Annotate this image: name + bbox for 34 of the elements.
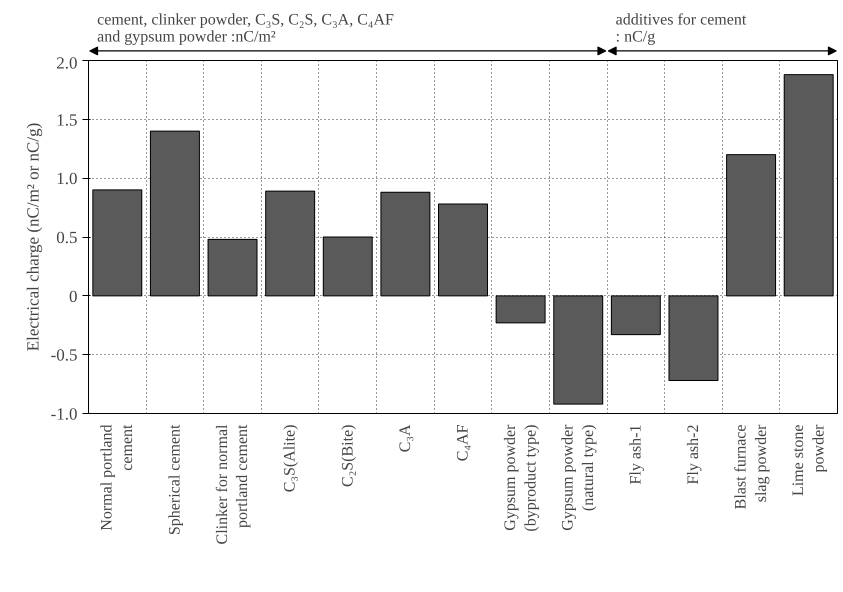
- y-tick-label: 1.5: [56, 110, 78, 130]
- bar: [380, 192, 430, 296]
- bar: [92, 189, 142, 296]
- bar: [208, 238, 258, 296]
- y-tick-label: 2.0: [56, 54, 78, 72]
- bar: [726, 154, 776, 296]
- y-tick-label: -1.0: [50, 404, 78, 424]
- x-tick-label: Blast furnace slag powder: [732, 424, 770, 510]
- y-tick-label: 0: [69, 286, 78, 306]
- bar: [784, 74, 834, 296]
- x-tick-label: C₄AF: [454, 424, 472, 462]
- y-tick-label: -0.5: [50, 346, 78, 365]
- bar: [150, 130, 200, 296]
- x-tick-label: Lime stone powder: [790, 424, 828, 496]
- x-tick-label: Gypsum powder (natural type): [560, 424, 597, 531]
- bar: [322, 236, 373, 296]
- y-axis-title: Electrical charge (nC/m² or nC/g): [24, 122, 43, 352]
- bar: [438, 204, 488, 296]
- x-tick-label: Fly ash-1: [627, 424, 644, 484]
- text: cement, clinker powder, C₃S, C₂S, C₃A, C₄AF and gypsum powder :nC/m²: [97, 11, 394, 46]
- y-tick-label: 0.5: [56, 228, 78, 247]
- x-tick-label: Normal portland cement: [98, 424, 136, 531]
- x-tick-label: C₃S(Alite): [282, 424, 299, 492]
- y-tick-label: 1.0: [56, 169, 78, 188]
- x-tick-label: C₃A: [396, 424, 414, 452]
- bar: [610, 295, 661, 336]
- bar: [265, 190, 316, 296]
- x-tick-label: Gypsum powder (byproduct type): [502, 424, 540, 532]
- x-tick-label: C₂S(Bite): [339, 424, 356, 487]
- text: additives for cement : nC/g: [616, 11, 747, 46]
- x-tick-label: Clinker for normal portland cement: [214, 424, 252, 544]
- x-tick-label: Fly ash-2: [684, 424, 702, 484]
- x-tick-label: Spherical cement: [166, 424, 184, 536]
- bar: [496, 295, 546, 324]
